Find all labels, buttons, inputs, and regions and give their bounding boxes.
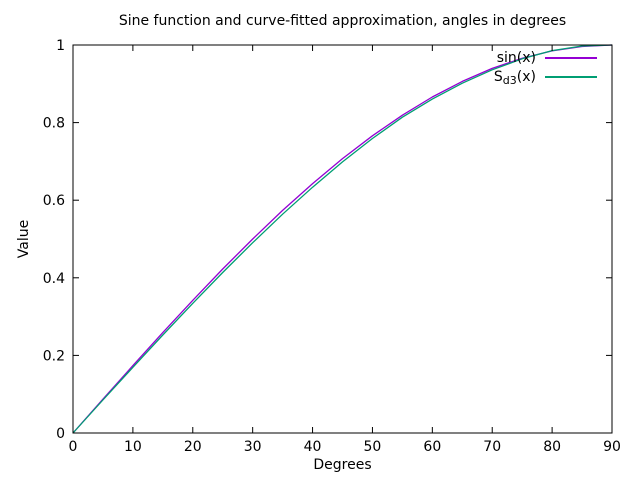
x-tick-label: 90 — [603, 439, 621, 455]
chart-title: Sine function and curve-fitted approxima… — [118, 13, 567, 29]
plot-frame — [72, 44, 613, 434]
legend-label: sin(x) — [496, 49, 536, 66]
x-tick-label: 80 — [543, 439, 561, 455]
y-tick-label: 0.4 — [43, 271, 65, 287]
y-tick-label: 0.2 — [43, 348, 65, 364]
x-tick-label: 50 — [364, 439, 382, 455]
legend: sin(x) Sd3(x) — [494, 48, 597, 86]
legend-line-sample — [545, 56, 597, 59]
y-tick-label: 0.6 — [43, 193, 65, 209]
legend-label: Sd3(x) — [493, 68, 536, 87]
legend-entry-0: sin(x) — [494, 48, 597, 67]
y-tick-label: 1 — [56, 38, 65, 54]
x-tick-label: 0 — [69, 439, 78, 455]
y-tick-label: 0.8 — [43, 116, 65, 132]
legend-entry-1: Sd3(x) — [494, 67, 597, 86]
x-tick-label: 70 — [483, 439, 501, 455]
legend-line-sample — [545, 75, 597, 78]
x-tick-label: 40 — [304, 439, 322, 455]
x-tick-label: 10 — [124, 439, 142, 455]
x-tick-label: 20 — [184, 439, 202, 455]
y-axis-label: Value — [16, 219, 32, 259]
x-tick-label: 30 — [244, 439, 262, 455]
x-tick-label: 60 — [423, 439, 441, 455]
x-axis-label: Degrees — [313, 457, 372, 473]
series-line-0 — [72, 44, 613, 434]
y-tick-label: 0 — [56, 426, 65, 442]
series-line-1 — [72, 44, 613, 434]
